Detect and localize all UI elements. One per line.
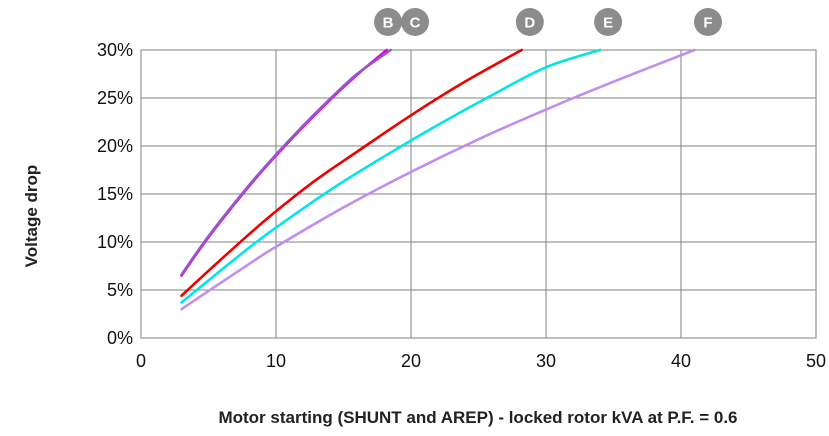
grid [141,50,816,338]
series-line-d [180,48,523,298]
curve-label-text: D [524,15,535,32]
curve-label-badge [401,8,430,36]
series-line-f [180,48,696,311]
curve-label-text: F [703,15,712,32]
curve-label-badge [515,8,544,36]
y-tick-label: 15% [97,184,133,204]
curve-label-text: B [383,15,394,32]
curve-label-b: B [374,8,403,36]
y-tick-label: 25% [97,88,133,108]
y-tick-label: 20% [97,136,133,156]
series-group [180,48,696,311]
x-tick-label: 20 [401,351,421,371]
y-axis-title: Voltage drop [22,165,41,268]
x-axis-title: Motor starting (SHUNT and AREP) - locked… [218,408,737,427]
curve-label-f: F [694,8,722,36]
curve-label-e: E [594,8,623,36]
series-line-c [180,48,393,276]
x-tick-label: 40 [671,351,691,371]
x-tick-label: 0 [136,351,146,371]
curve-label-badge [594,8,623,36]
x-tick-labels: 0 10 20 30 40 50 [136,351,826,371]
x-tick-label: 50 [806,351,826,371]
series-line-e [180,48,602,304]
y-tick-label: 10% [97,232,133,252]
curve-label-badge [694,8,722,36]
y-tick-label: 0% [107,328,133,348]
curve-label-text: C [410,15,421,32]
y-tick-label: 5% [107,280,133,300]
plot-frame [140,49,817,339]
curve-label-text: E [603,15,613,32]
y-tick-labels: 0% 5% 10% 15% 20% 25% 30% [97,40,133,348]
y-tick-label: 30% [97,40,133,60]
curve-label-c: C [401,8,430,36]
x-tick-label: 30 [536,351,556,371]
curve-label-d: D [515,8,544,36]
curve-label-badge [374,8,403,36]
x-tick-label: 10 [266,351,286,371]
